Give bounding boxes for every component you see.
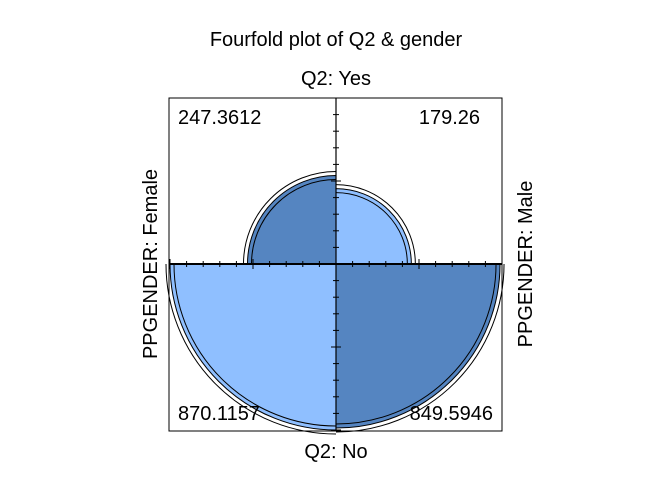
quadrant-bottom-right-ring-inner xyxy=(335,263,497,425)
cell-value-bottom-right: 849.5946 xyxy=(410,403,493,425)
cell-value-top-right: 179.26 xyxy=(419,107,480,129)
quadrant-bottom-left-ring-outer xyxy=(165,263,337,435)
axis-tick-group xyxy=(169,97,503,431)
quadrant-bottom-left xyxy=(169,263,337,431)
quadrant-top-left-ring-inner xyxy=(250,178,337,265)
chart-title: Fourfold plot of Q2 & gender xyxy=(210,29,463,51)
quadrant-bottom-right xyxy=(335,263,501,429)
quadrant-top-left-ring-outer xyxy=(242,170,337,265)
left-axis-label: PPGENDER: Female xyxy=(140,169,162,359)
cell-value-bottom-left: 870.1157 xyxy=(178,403,260,425)
quadrant-top-left xyxy=(246,174,337,265)
bottom-axis-label: Q2: No xyxy=(304,441,367,463)
quadrant-group xyxy=(169,174,501,431)
quadrant-bottom-right-ring-outer xyxy=(335,263,505,433)
right-axis-label: PPGENDER: Male xyxy=(515,181,537,348)
quadrant-top-right-ring-inner xyxy=(335,192,408,265)
quadrant-bottom-left-ring-inner xyxy=(173,263,337,427)
quadrant-top-right-ring-outer xyxy=(335,184,416,265)
top-axis-label: Q2: Yes xyxy=(301,68,371,90)
confidence-ring-group xyxy=(165,170,505,435)
cell-value-top-left: 247.3612 xyxy=(178,107,261,129)
quadrant-top-right xyxy=(335,188,412,265)
